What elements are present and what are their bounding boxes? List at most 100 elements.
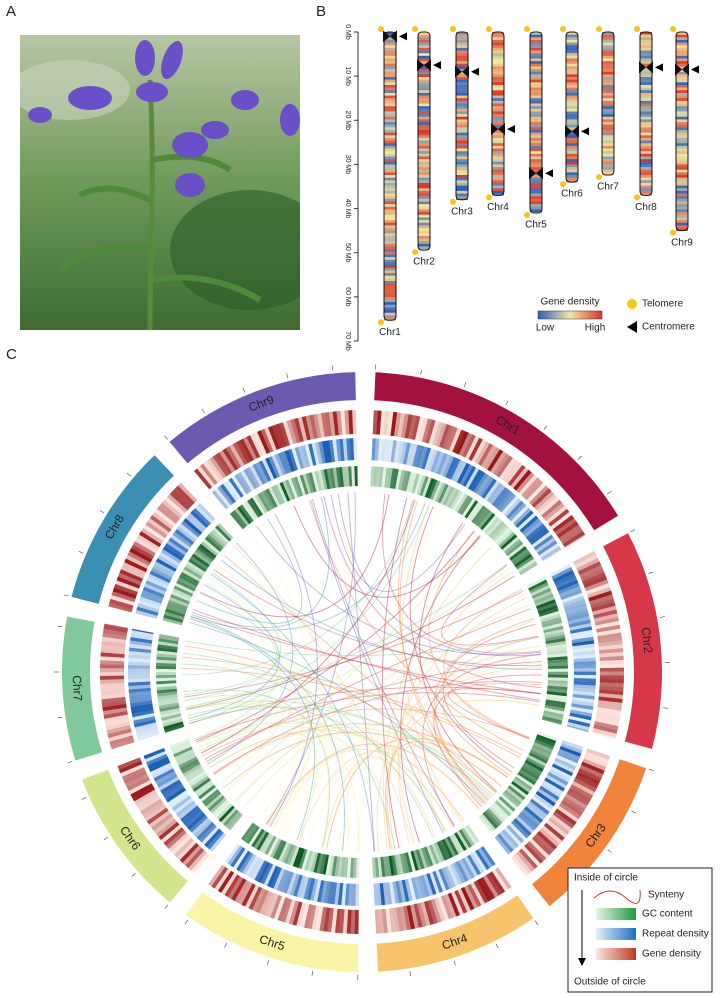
heat-cell bbox=[580, 568, 605, 582]
heat-cell bbox=[323, 469, 331, 490]
heat-cell bbox=[496, 798, 514, 815]
heat-cell bbox=[204, 536, 222, 552]
heat-cell bbox=[193, 550, 212, 566]
density-band bbox=[676, 217, 688, 221]
heat-cell bbox=[186, 812, 206, 830]
heat-cell bbox=[596, 707, 622, 715]
centromere-pinch bbox=[383, 30, 397, 43]
density-band bbox=[530, 185, 542, 189]
density-band bbox=[530, 74, 542, 78]
density-band bbox=[676, 63, 688, 67]
heat-cell bbox=[337, 882, 344, 906]
heat-cell bbox=[477, 847, 493, 869]
density-band bbox=[492, 82, 504, 86]
heat-cell bbox=[442, 486, 455, 506]
heat-cell bbox=[268, 487, 281, 507]
synteny-link bbox=[388, 597, 527, 850]
density-band bbox=[602, 90, 614, 94]
heat-cell bbox=[244, 500, 259, 520]
heat-cell bbox=[389, 881, 396, 905]
scale-tick bbox=[103, 836, 109, 841]
density-band bbox=[456, 193, 468, 197]
density-band bbox=[492, 180, 504, 184]
legend-label: High bbox=[585, 323, 606, 334]
density-band bbox=[566, 140, 578, 144]
scale-tick bbox=[78, 550, 84, 554]
heat-cell bbox=[156, 650, 178, 656]
heat-cell bbox=[395, 469, 402, 490]
density-band bbox=[418, 55, 430, 59]
heat-cell bbox=[551, 763, 574, 777]
synteny-link bbox=[409, 506, 512, 773]
density-band bbox=[384, 164, 396, 168]
heat-cell bbox=[208, 864, 226, 887]
heat-cell bbox=[594, 717, 620, 727]
heat-cell bbox=[440, 895, 453, 920]
heat-cell bbox=[547, 771, 569, 786]
density-band bbox=[676, 61, 688, 65]
heat-cell bbox=[517, 771, 536, 786]
scale-tick bbox=[607, 849, 612, 853]
synteny-link bbox=[243, 620, 535, 808]
chromosome-arc bbox=[185, 892, 359, 972]
heat-cell bbox=[571, 633, 594, 641]
density-band bbox=[384, 69, 396, 73]
heat-cell bbox=[128, 664, 151, 669]
heat-cell bbox=[507, 464, 526, 487]
heat-cell bbox=[372, 857, 377, 878]
heat-cell bbox=[239, 852, 254, 873]
heat-cell bbox=[252, 463, 266, 485]
density-band bbox=[602, 47, 614, 51]
scale-tick bbox=[242, 387, 246, 393]
heat-cell bbox=[391, 855, 398, 876]
heat-cell bbox=[165, 608, 186, 618]
heat-cell bbox=[273, 868, 285, 890]
density-band bbox=[530, 32, 542, 35]
heat-cell bbox=[521, 477, 541, 498]
density-band bbox=[418, 233, 430, 237]
density-band bbox=[384, 45, 396, 49]
heat-cell bbox=[314, 470, 323, 491]
density-band bbox=[530, 135, 542, 139]
density-band bbox=[676, 95, 688, 99]
heat-cell bbox=[419, 476, 429, 497]
heat-cell bbox=[116, 576, 141, 589]
heat-cell bbox=[258, 460, 272, 482]
density-band bbox=[566, 61, 578, 65]
chromosome-label: Chr2 bbox=[639, 627, 656, 655]
heat-cell bbox=[201, 789, 220, 805]
heat-cell bbox=[382, 882, 389, 905]
density-band bbox=[384, 254, 396, 258]
heat-cell bbox=[249, 465, 263, 487]
heat-cell bbox=[304, 850, 313, 871]
density-band bbox=[384, 220, 396, 223]
telomere bbox=[486, 26, 492, 32]
density-band bbox=[566, 69, 578, 73]
heat-cell bbox=[327, 881, 334, 904]
heat-cell bbox=[593, 724, 618, 734]
scale-tick bbox=[607, 490, 612, 495]
density-band bbox=[418, 193, 430, 197]
heat-cell bbox=[376, 883, 382, 906]
density-band bbox=[492, 172, 504, 176]
synteny-link bbox=[398, 499, 489, 801]
heat-cell bbox=[158, 635, 180, 642]
legend-title: Inside of circle bbox=[574, 873, 638, 884]
heat-cell bbox=[324, 412, 332, 437]
heat-cell bbox=[567, 612, 590, 622]
synteny-link bbox=[356, 662, 542, 852]
heat-cell bbox=[378, 909, 384, 934]
heat-cell bbox=[217, 523, 234, 540]
heat-cell bbox=[399, 906, 408, 931]
heat-cell bbox=[535, 537, 556, 553]
density-band bbox=[418, 114, 430, 118]
heat-cell bbox=[523, 520, 543, 538]
heat-cell bbox=[220, 872, 238, 896]
heat-cell bbox=[170, 593, 190, 605]
density-band bbox=[384, 108, 396, 112]
chromosome-label: Chr4 bbox=[487, 202, 509, 213]
heat-cell bbox=[188, 850, 207, 871]
heat-cell bbox=[321, 440, 329, 464]
heat-cell bbox=[305, 415, 315, 440]
synteny-link bbox=[447, 688, 541, 740]
